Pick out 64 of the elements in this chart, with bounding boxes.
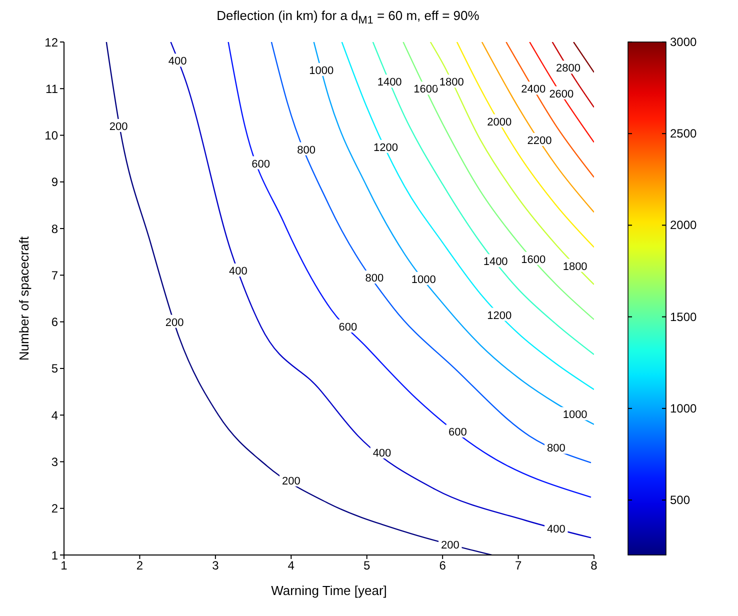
annotation: 1400 [377,76,402,89]
line-series [341,42,594,390]
annotation: 2000 [487,116,512,128]
color-bar-label: 1500 [670,310,698,324]
y-tick-label: 10 [44,128,58,143]
color-bar-label: 500 [670,493,690,508]
line-series [228,42,592,498]
line-series [402,42,594,320]
color-bar-label: 2000 [670,218,698,232]
annotation: 1800 [439,76,464,89]
annotation: 200 [165,316,184,329]
annotation: 200 [109,120,128,133]
annotation: 400 [168,56,187,68]
annotation: 2400 [521,84,546,96]
annotation: 800 [297,144,316,156]
annotation: 400 [372,447,392,460]
y-tick-label: 3 [51,454,58,469]
annotation: 1200 [487,310,512,322]
y-tick-label: 12 [44,35,58,50]
annotation: 800 [546,442,566,455]
annotation: 2200 [527,134,552,147]
annotation: 200 [440,539,460,552]
annotation: 1000 [309,64,334,77]
x-tick-label: 4 [288,558,295,573]
y-tick-label: 4 [51,408,58,422]
y-tick-label: 1 [51,548,58,562]
annotation: 2600 [549,88,574,100]
y-tick-label: 5 [51,362,58,376]
y-tick-label: 8 [51,222,58,236]
chart-title: Deflection (in km) for a d$_{M1}$ = 60 m, eff = 90% [216,8,480,29]
x-tick-label: 6 [439,558,446,573]
annotation: 1000 [411,274,436,286]
line-series [481,42,594,213]
annotation: 600 [252,158,270,170]
annotation: 1000 [562,409,588,422]
x-tick-label: 5 [364,558,371,573]
y-tick-label: 2 [51,502,58,516]
x-tick-label: 7 [514,558,522,573]
color-bar-label: 2500 [670,126,698,141]
annotation: 1600 [414,84,438,96]
annotation: 1400 [483,256,508,268]
annotation: 400 [228,266,248,278]
x-tick-label: 3 [212,558,220,573]
x-tick-label: 1 [60,558,68,573]
annotation: 800 [365,272,384,285]
y-tick-label: 11 [46,82,58,96]
y-tick-label: 7 [51,268,58,282]
y-tick-label: 6 [51,315,58,330]
annotation: 2800 [556,62,580,75]
y-tick-label: 9 [51,175,58,190]
color-bar-label: 1000 [670,401,698,416]
annotation: 600 [338,321,358,334]
annotation: 1800 [562,260,588,273]
annotation: 600 [448,426,467,438]
annotation: 400 [546,523,566,536]
annotation: 200 [282,475,300,488]
annotation: 1600 [521,254,546,266]
x-tick-label: 2 [136,558,144,573]
annotation: 1200 [374,142,398,154]
color-bar-label: 3000 [670,35,698,49]
x-axis-title: Warning Time [year] [271,583,387,598]
x-tick-label: 8 [590,558,598,573]
y-axis-title: Number of spacecraft [16,236,32,361]
line-series [270,42,592,464]
